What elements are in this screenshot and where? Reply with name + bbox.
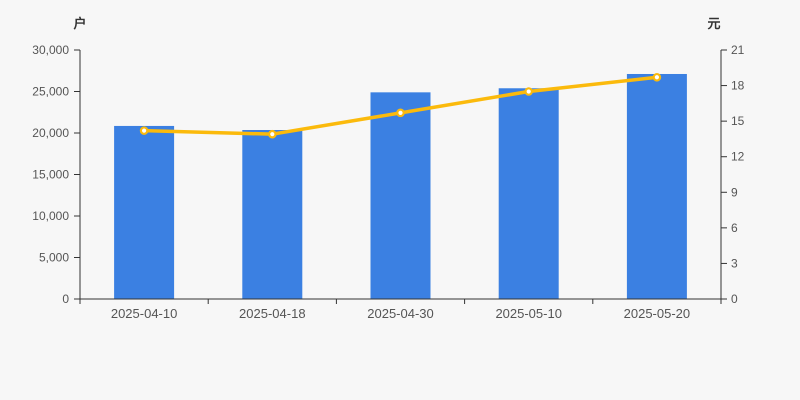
left-axis-tick-label: 10,000	[32, 209, 69, 223]
left-axis-tick-label: 30,000	[32, 43, 69, 57]
line-marker	[267, 129, 277, 139]
right-axis-tick-label: 18	[731, 79, 745, 93]
bar-2025-04-30	[370, 92, 431, 299]
x-axis-label: 2025-05-20	[624, 306, 691, 321]
left-axis-tick-label: 20,000	[32, 126, 69, 140]
line-marker	[396, 108, 405, 118]
right-axis-tick-label: 3	[731, 256, 738, 270]
bar-2025-04-18	[242, 130, 303, 299]
right-axis-tick-label: 6	[731, 221, 738, 235]
right-axis-tick-label: 9	[731, 185, 738, 199]
x-axis-label: 2025-04-10	[111, 306, 178, 321]
left-axis-tick-label: 5,000	[39, 251, 69, 265]
x-axis-label: 2025-04-30	[367, 306, 434, 321]
line-marker	[139, 126, 149, 135]
left-axis-unit-label: 户	[73, 16, 86, 31]
x-axis-label: 2025-05-10	[495, 306, 562, 321]
right-axis-unit-label: 元	[707, 16, 720, 31]
bar-2025-04-10	[114, 125, 175, 299]
right-axis-tick-label: 15	[731, 114, 745, 128]
bar-2025-05-20	[626, 73, 687, 299]
right-axis-tick-label: 21	[731, 43, 745, 57]
bar-2025-05-10	[498, 88, 559, 299]
left-axis-tick-label: 25,000	[32, 85, 69, 99]
line-marker	[652, 72, 662, 82]
x-axis-label: 2025-04-18	[239, 306, 306, 321]
right-axis-tick-label: 0	[731, 292, 738, 306]
line-marker	[524, 87, 534, 96]
left-axis-tick-label: 0	[62, 292, 69, 306]
left-axis-tick-label: 15,000	[32, 168, 69, 182]
right-axis-tick-label: 12	[731, 150, 745, 164]
